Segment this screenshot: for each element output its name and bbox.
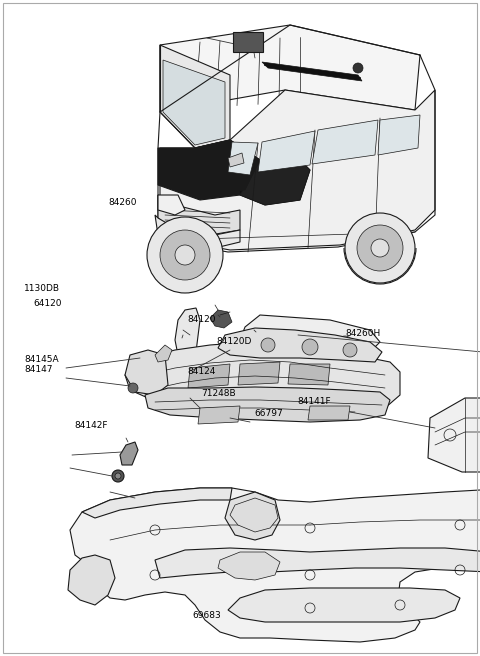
Circle shape xyxy=(302,339,318,355)
Text: 64120: 64120 xyxy=(34,298,62,308)
Text: 84260H: 84260H xyxy=(346,329,381,338)
Circle shape xyxy=(353,63,363,73)
Polygon shape xyxy=(225,492,280,540)
Text: 66797: 66797 xyxy=(254,409,283,418)
Text: 84142F: 84142F xyxy=(74,420,108,430)
Polygon shape xyxy=(262,62,362,81)
Polygon shape xyxy=(155,548,480,578)
Circle shape xyxy=(357,225,403,271)
Polygon shape xyxy=(228,142,258,175)
Polygon shape xyxy=(312,120,378,164)
Polygon shape xyxy=(68,555,115,605)
Polygon shape xyxy=(163,60,225,145)
Polygon shape xyxy=(378,115,420,155)
Polygon shape xyxy=(230,498,278,532)
Polygon shape xyxy=(198,406,240,424)
Polygon shape xyxy=(70,488,480,642)
Polygon shape xyxy=(230,140,310,205)
Polygon shape xyxy=(120,442,138,465)
Polygon shape xyxy=(228,588,460,622)
Circle shape xyxy=(343,343,357,357)
Circle shape xyxy=(112,470,124,482)
Circle shape xyxy=(128,383,138,393)
Polygon shape xyxy=(210,310,232,328)
Text: 84147: 84147 xyxy=(24,365,52,375)
Polygon shape xyxy=(125,350,168,395)
FancyBboxPatch shape xyxy=(468,420,480,450)
Circle shape xyxy=(345,213,415,283)
Polygon shape xyxy=(125,342,400,418)
Polygon shape xyxy=(240,315,380,355)
Circle shape xyxy=(147,217,223,293)
Polygon shape xyxy=(288,364,330,385)
Polygon shape xyxy=(155,215,240,248)
Text: 84120: 84120 xyxy=(187,315,216,324)
Polygon shape xyxy=(158,140,260,200)
Polygon shape xyxy=(218,328,382,362)
Polygon shape xyxy=(428,398,480,472)
Circle shape xyxy=(115,473,121,479)
Polygon shape xyxy=(188,364,230,388)
Circle shape xyxy=(300,332,320,352)
Polygon shape xyxy=(240,155,310,205)
Text: 84141F: 84141F xyxy=(298,397,331,406)
Polygon shape xyxy=(158,195,240,235)
Text: 84260: 84260 xyxy=(108,197,136,207)
Circle shape xyxy=(337,336,353,352)
Polygon shape xyxy=(160,90,435,250)
Text: 71248B: 71248B xyxy=(201,389,236,398)
Circle shape xyxy=(175,245,195,265)
Circle shape xyxy=(272,332,288,348)
Polygon shape xyxy=(258,131,315,172)
FancyBboxPatch shape xyxy=(233,32,263,52)
Polygon shape xyxy=(175,308,200,365)
Polygon shape xyxy=(218,552,280,580)
Polygon shape xyxy=(228,153,244,167)
Polygon shape xyxy=(145,387,390,422)
Text: 84145A: 84145A xyxy=(24,355,59,364)
Polygon shape xyxy=(160,45,230,148)
Text: 1130DB: 1130DB xyxy=(24,284,60,293)
Text: 69683: 69683 xyxy=(192,611,221,620)
Polygon shape xyxy=(82,488,232,518)
Circle shape xyxy=(371,239,389,257)
Text: 84120D: 84120D xyxy=(216,337,252,346)
Polygon shape xyxy=(160,25,420,112)
Polygon shape xyxy=(175,140,260,195)
Polygon shape xyxy=(238,362,280,385)
Polygon shape xyxy=(308,406,350,420)
Circle shape xyxy=(261,338,275,352)
Polygon shape xyxy=(158,195,185,215)
Text: 84124: 84124 xyxy=(187,367,216,377)
Circle shape xyxy=(160,230,210,280)
Polygon shape xyxy=(155,345,172,362)
